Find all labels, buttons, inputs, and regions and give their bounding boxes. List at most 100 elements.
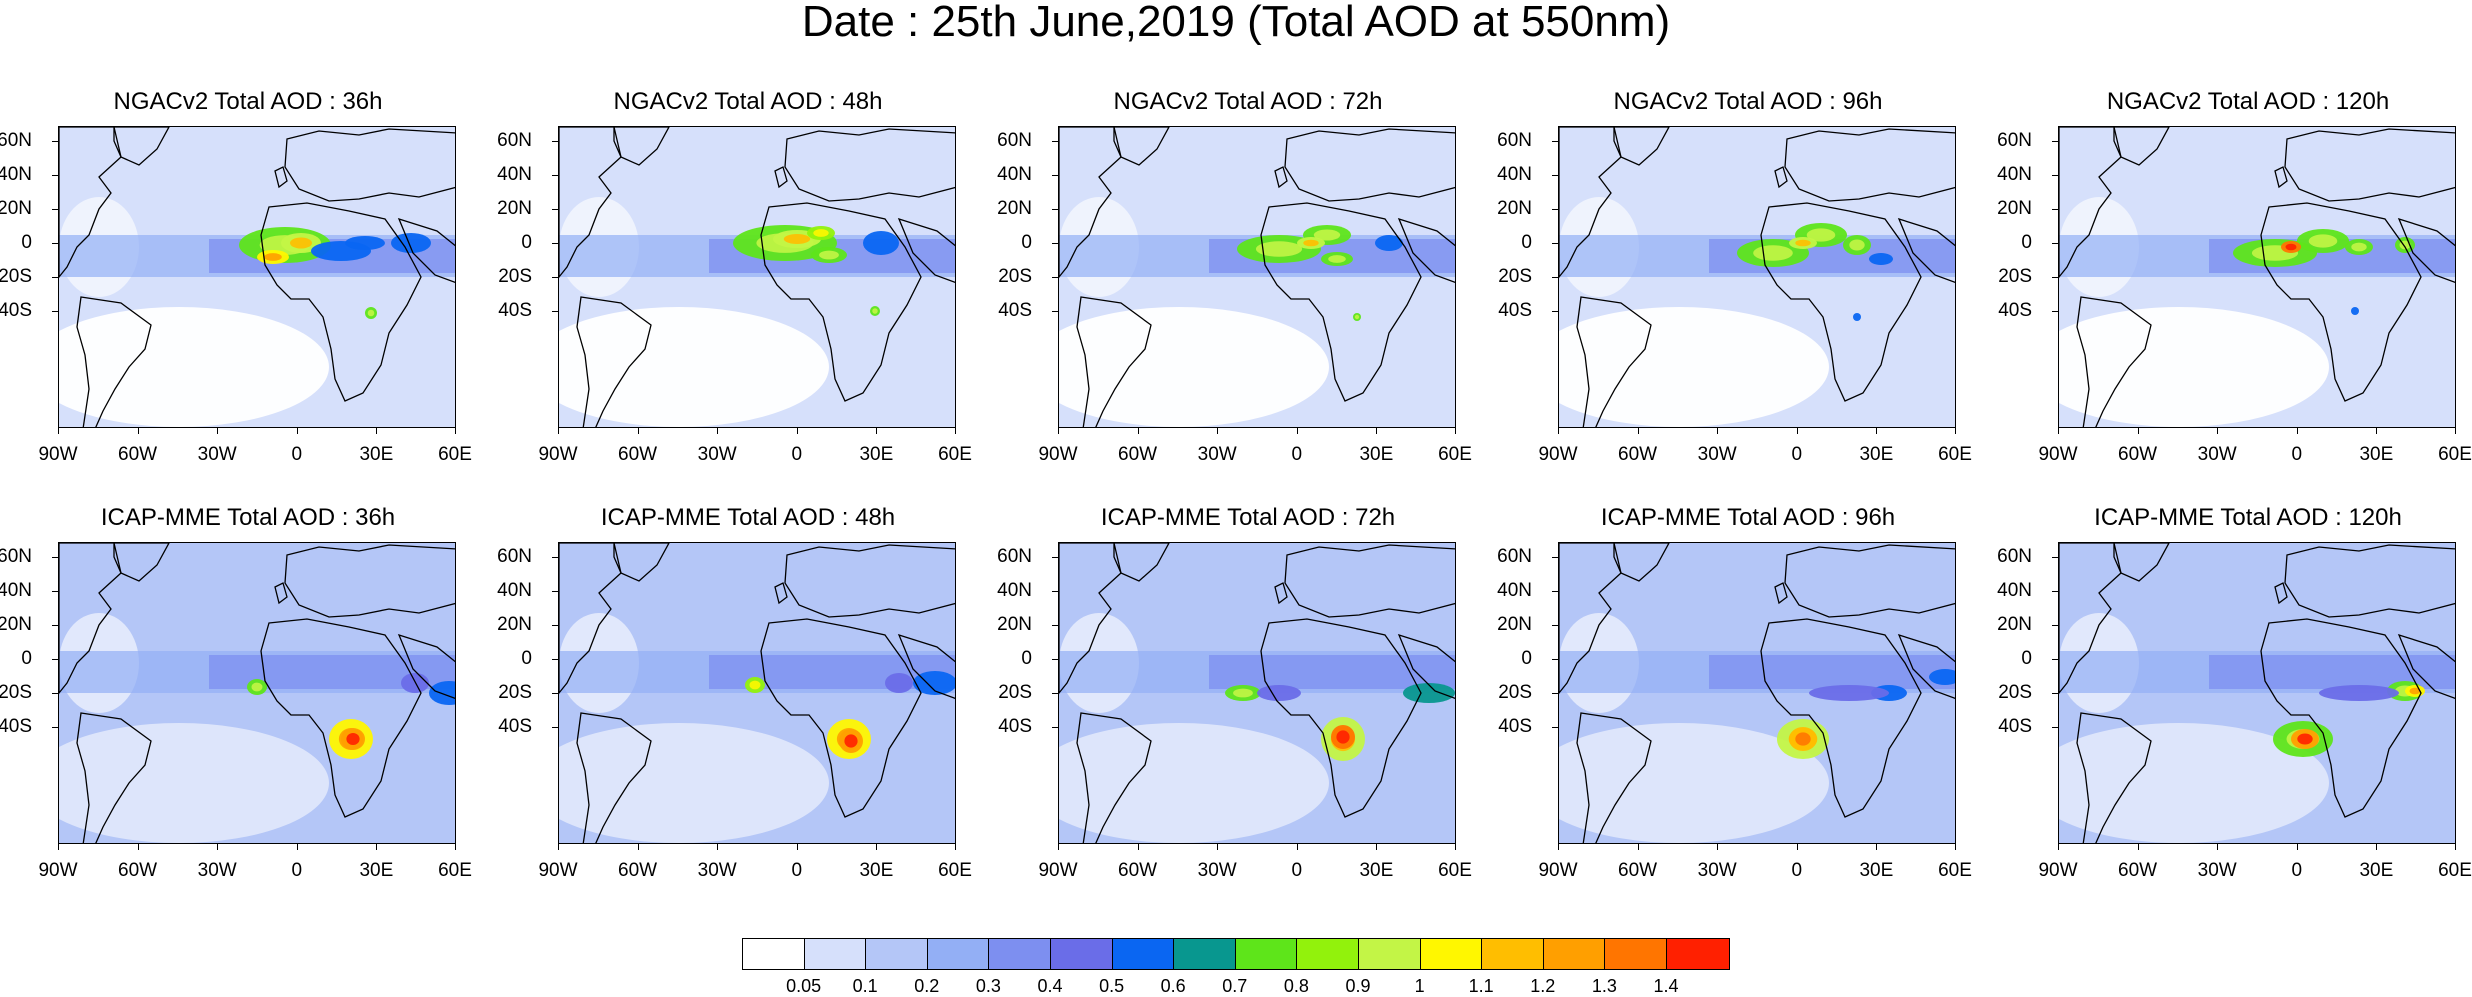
lat-tick-mark	[52, 209, 58, 210]
coastline-arabia	[397, 633, 455, 699]
coastline-arabia	[1397, 217, 1455, 283]
lon-tick-mark	[637, 428, 639, 434]
panel-title: NGACv2 Total AOD : 36h	[113, 88, 383, 115]
lon-tick-mark	[1217, 844, 1219, 850]
coastline-europe	[1784, 544, 1955, 618]
lon-tick-mark	[2455, 844, 2456, 850]
coastline-europe	[2284, 128, 2455, 202]
lon-tick-mark	[1376, 844, 1378, 850]
lon-tick-mark	[1796, 428, 1798, 434]
panel-title: NGACv2 Total AOD : 96h	[1613, 88, 1883, 115]
lat-tick-mark	[1552, 727, 1558, 728]
lon-tick-mark	[717, 428, 719, 434]
lon-tick-mark	[2376, 428, 2378, 434]
lat-tick-mark	[1052, 591, 1058, 592]
coastline-southAmerica	[576, 712, 652, 843]
aod-plume	[1929, 669, 1955, 685]
lon-tick-label: 30W	[697, 860, 737, 881]
coastline-uk	[274, 582, 288, 605]
aod-map	[558, 542, 956, 844]
low-aod-zone	[559, 723, 829, 843]
coastline-uk	[2274, 582, 2288, 605]
colorbar-cell	[1235, 939, 1298, 969]
colorbar-label: 0.05	[786, 976, 822, 996]
coastline-uk	[2274, 166, 2288, 189]
lon-tick-label: 90W	[1038, 444, 1078, 465]
aod-plume-core	[1233, 688, 1253, 698]
lon-tick-label: 60W	[1618, 444, 1658, 465]
coastline-northAmerica	[1059, 543, 1122, 695]
coastline-greenland	[1613, 127, 1670, 166]
lat-tick-mark	[2052, 659, 2058, 660]
lon-tick-mark	[2217, 844, 2219, 850]
lon-tick-mark	[296, 428, 298, 434]
lon-tick-label: 60W	[618, 444, 658, 465]
low-aod-zone	[1559, 307, 1829, 427]
lon-tick-label: 60W	[2118, 444, 2158, 465]
low-aod-zone	[559, 307, 829, 427]
aod-plume-core	[346, 732, 360, 746]
aod-map	[58, 126, 456, 428]
coastline-uk	[1274, 166, 1288, 189]
panel-title: ICAP-MME Total AOD : 120h	[2094, 504, 2402, 531]
lon-tick-label: 90W	[38, 860, 78, 881]
lat-tick-label: 40N	[1997, 580, 2032, 601]
lat-tick-label: 0	[521, 648, 532, 669]
lon-tick-mark	[1455, 844, 1456, 850]
coastline-northAmerica	[1059, 127, 1122, 279]
coastline-africa	[1760, 618, 1922, 818]
lat-tick-mark	[1552, 277, 1558, 278]
colorbar-cell	[1543, 939, 1606, 969]
lon-tick-mark	[1376, 428, 1378, 434]
lon-tick-mark	[137, 428, 139, 434]
aod-plume-core	[1795, 239, 1811, 247]
lon-tick-mark	[1058, 844, 1059, 850]
lon-tick-label: 0	[291, 444, 303, 465]
dust-belt	[2209, 655, 2455, 689]
coastline-europe	[1284, 544, 1455, 618]
lon-tick-mark	[955, 428, 956, 434]
lon-tick-mark	[1637, 844, 1639, 850]
lon-tick-mark	[1558, 844, 1559, 850]
lat-tick-label: 40S	[1498, 300, 1532, 321]
lon-tick-label: 30W	[1697, 444, 1737, 465]
aod-plume-core	[783, 234, 811, 244]
aod-map	[1058, 542, 1456, 844]
lon-tick-mark	[58, 844, 59, 850]
lat-tick-label: 40S	[0, 300, 32, 321]
lat-tick-mark	[552, 277, 558, 278]
lat-tick-label: 0	[21, 648, 32, 669]
lon-tick-label: 60W	[2118, 860, 2158, 881]
aod-map	[1058, 126, 1456, 428]
low-aod-zone	[59, 723, 329, 843]
lon-tick-label: 60W	[1618, 860, 1658, 881]
colorbar-cell	[1174, 939, 1236, 969]
aod-plume-core	[367, 309, 375, 317]
lat-tick-label: 0	[1021, 232, 1032, 253]
colorbar-cell	[927, 939, 990, 969]
lon-tick-label: 60W	[118, 860, 158, 881]
lon-tick-label: 30W	[2197, 444, 2237, 465]
lon-tick-label: 90W	[1538, 444, 1578, 465]
lat-tick-label: 60N	[0, 130, 32, 151]
lat-tick-label: 20S	[998, 682, 1032, 703]
lon-tick-mark	[1955, 844, 1956, 850]
lon-tick-mark	[1955, 428, 1956, 434]
lon-tick-mark	[876, 844, 878, 850]
lat-tick-mark	[52, 693, 58, 694]
coastline-africa	[1260, 618, 1422, 818]
coastline-greenland	[1113, 543, 1170, 582]
lon-tick-label: 60W	[618, 860, 658, 881]
lat-tick-label: 20S	[1498, 266, 1532, 287]
coastline-northAmerica	[1559, 543, 1622, 695]
map-panel: NGACv2 Total AOD : 48h 60N 40N 20N 0 20S 40S 90…	[497, 88, 972, 488]
lon-tick-label: 30E	[1859, 860, 1894, 881]
lon-tick-mark	[558, 844, 559, 850]
lat-tick-label: 20S	[1998, 682, 2032, 703]
lat-tick-label: 40N	[497, 580, 532, 601]
lat-tick-label: 40S	[498, 300, 532, 321]
map-panel: ICAP-MME Total AOD : 120h 60N 40N 20N 0 20S 40…	[1997, 504, 2472, 904]
aod-plume	[1869, 253, 1893, 265]
lon-tick-label: 60W	[118, 444, 158, 465]
lat-tick-mark	[552, 243, 558, 244]
